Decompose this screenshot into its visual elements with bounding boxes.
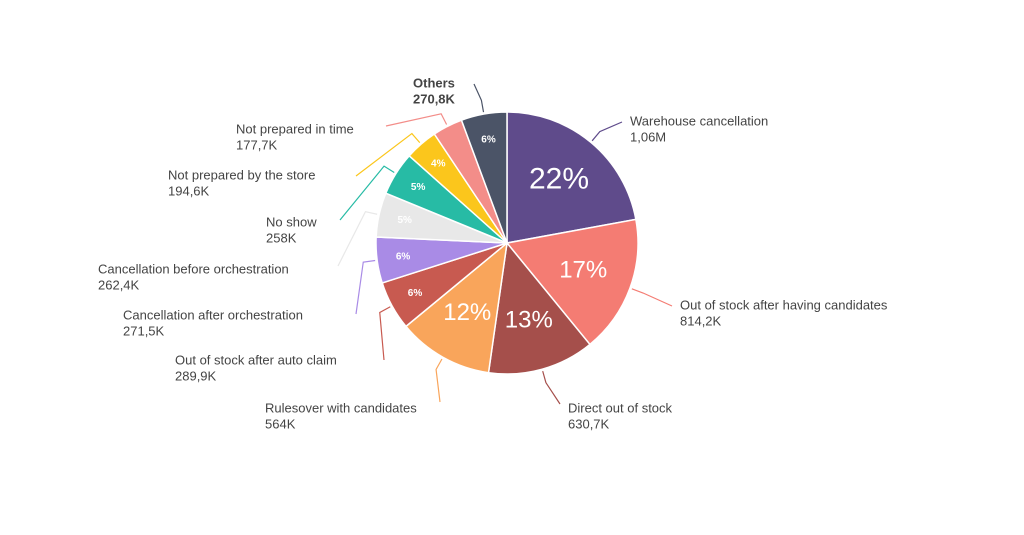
slice-label: 6% xyxy=(481,134,496,145)
value-label: 564K xyxy=(265,416,296,431)
pie-slice xyxy=(460,111,508,244)
leader-line xyxy=(631,288,673,307)
leader-line xyxy=(435,358,443,403)
leader-line xyxy=(542,370,561,405)
value-label: 177,7K xyxy=(236,137,278,152)
pie-slice xyxy=(404,241,509,374)
leader-line xyxy=(355,132,421,177)
legend-label: Rulesover with candidates xyxy=(265,400,417,415)
value-label: 270,8K xyxy=(413,91,456,106)
slice-label: 17% xyxy=(559,256,607,283)
slice-label: 22% xyxy=(529,163,589,196)
slice-label: 5% xyxy=(411,182,426,193)
legend-label: Cancellation after orchestration xyxy=(123,307,303,322)
legend-label: No show xyxy=(266,214,317,229)
slice-label: 5% xyxy=(397,215,412,226)
slice-label: 12% xyxy=(443,299,491,326)
value-label: 1,06M xyxy=(630,129,666,144)
leader-line xyxy=(339,165,395,221)
value-label: 289,9K xyxy=(175,368,217,383)
pie-slice xyxy=(487,241,591,375)
legend-label: Out of stock after having candidates xyxy=(680,297,888,312)
value-label: 814,2K xyxy=(680,313,722,328)
leader-line xyxy=(355,259,376,315)
value-label: 258K xyxy=(266,230,297,245)
leader-line xyxy=(591,121,623,142)
slice-label: 13% xyxy=(505,307,553,334)
value-label: 262,4K xyxy=(98,277,140,292)
leader-line xyxy=(337,210,378,267)
pie-slice xyxy=(506,111,637,244)
slice-label: 6% xyxy=(396,251,411,262)
legend-label: Direct out of stock xyxy=(568,400,673,415)
legend-label: Warehouse cancellation xyxy=(630,113,768,128)
pie-slice xyxy=(505,218,639,346)
leader-line xyxy=(379,306,391,361)
leader-line xyxy=(473,83,485,113)
legend-label: Out of stock after auto claim xyxy=(175,352,337,367)
legend-label: Not prepared in time xyxy=(236,121,354,136)
value-label: 271,5K xyxy=(123,323,165,338)
value-label: 630,7K xyxy=(568,416,610,431)
value-label: 194,6K xyxy=(168,183,210,198)
slice-label: 6% xyxy=(408,288,423,299)
slice-label: 4% xyxy=(431,159,446,170)
legend-label: Cancellation before orchestration xyxy=(98,261,289,276)
legend-label: Others xyxy=(413,75,455,90)
leader-line xyxy=(385,113,448,127)
legend-label: Not prepared by the store xyxy=(168,167,315,182)
